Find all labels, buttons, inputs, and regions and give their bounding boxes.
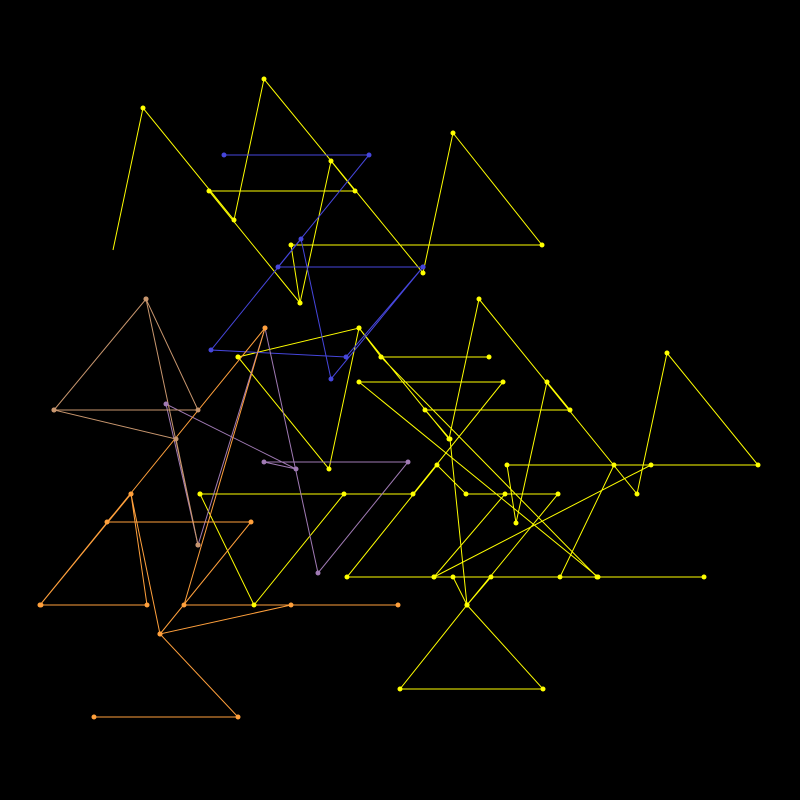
vertex-dot xyxy=(422,407,428,413)
vertex-dot xyxy=(275,264,281,270)
vertex-dot xyxy=(208,347,214,353)
line-path-mauve xyxy=(165,326,410,575)
vertex-dot xyxy=(157,631,163,637)
vertex-dot xyxy=(328,376,334,382)
vertex-dot xyxy=(326,466,332,472)
vertex-dot xyxy=(488,574,494,580)
vertex-dot xyxy=(420,270,426,276)
vertex-dot xyxy=(343,354,349,360)
vertex-dot xyxy=(405,459,411,465)
vertex-dot xyxy=(513,520,519,526)
vertex-dot xyxy=(235,354,241,360)
vertex-dot xyxy=(38,602,44,608)
vertex-dot xyxy=(128,491,134,497)
vertex-dot xyxy=(450,574,456,580)
vertex-dot xyxy=(486,354,492,360)
vertex-dot xyxy=(91,714,97,720)
vertex-dot xyxy=(648,462,654,468)
vertex-dot xyxy=(434,462,440,468)
vertex-dot xyxy=(463,491,469,497)
vertex-dot xyxy=(288,602,294,608)
vertex-dot xyxy=(293,466,299,472)
line-path-yellow xyxy=(199,381,652,606)
vertex-dot xyxy=(595,574,601,580)
vertex-dot xyxy=(476,296,482,302)
vertex-dot xyxy=(664,350,670,356)
vertex-dot xyxy=(231,217,237,223)
vertex-dot xyxy=(431,574,437,580)
vertex-dot xyxy=(144,602,150,608)
vertex-layer xyxy=(37,76,761,720)
vertex-dot xyxy=(173,436,179,442)
vertex-dot xyxy=(104,519,110,525)
vertex-dot xyxy=(378,354,384,360)
vertex-dot xyxy=(634,491,640,497)
vertex-dot xyxy=(206,188,212,194)
vertex-dot xyxy=(261,459,267,465)
vertex-dot xyxy=(51,407,57,413)
vertex-dot xyxy=(611,462,617,468)
vertex-dot xyxy=(410,491,416,497)
vertex-dot xyxy=(344,574,350,580)
vertex-dot xyxy=(395,602,401,608)
vertex-dot xyxy=(447,436,453,442)
vertex-dot xyxy=(397,686,403,692)
vertex-dot xyxy=(140,105,146,111)
vertex-dot xyxy=(352,188,358,194)
vertex-dot xyxy=(298,236,304,242)
vertex-dot xyxy=(251,602,257,608)
vertex-dot xyxy=(539,242,545,248)
vertex-dot xyxy=(197,491,203,497)
vertex-dot xyxy=(500,379,506,385)
vertex-dot xyxy=(195,542,201,548)
vertex-dot xyxy=(701,574,707,580)
vertex-dot xyxy=(544,379,550,385)
vertex-dot xyxy=(540,686,546,692)
vertex-dot xyxy=(261,76,267,82)
vertex-dot xyxy=(464,602,470,608)
vertex-dot xyxy=(502,491,508,497)
vertex-dot xyxy=(262,325,268,331)
vertex-dot xyxy=(181,602,187,608)
vertex-dot xyxy=(297,300,303,306)
vertex-dot xyxy=(328,158,334,164)
vertex-dot xyxy=(288,242,294,248)
line-path-yellow xyxy=(237,297,760,690)
vertex-dot xyxy=(504,462,510,468)
vertex-dot xyxy=(557,574,563,580)
vertex-dot xyxy=(567,407,573,413)
vertex-dot xyxy=(315,570,321,576)
vertex-dot xyxy=(356,325,362,331)
vertex-dot xyxy=(221,152,227,158)
vertex-dot xyxy=(450,130,456,136)
vertex-dot xyxy=(248,519,254,525)
vertex-dot xyxy=(143,296,149,302)
vertex-dot xyxy=(356,379,362,385)
vertex-dot xyxy=(420,264,426,270)
vertex-dot xyxy=(235,714,241,720)
vertex-dot xyxy=(555,491,561,497)
vertex-dot xyxy=(341,491,347,497)
vertex-dot xyxy=(366,152,372,158)
vertex-dot xyxy=(195,407,201,413)
vertex-dot xyxy=(755,462,761,468)
vertex-dot xyxy=(163,401,169,407)
